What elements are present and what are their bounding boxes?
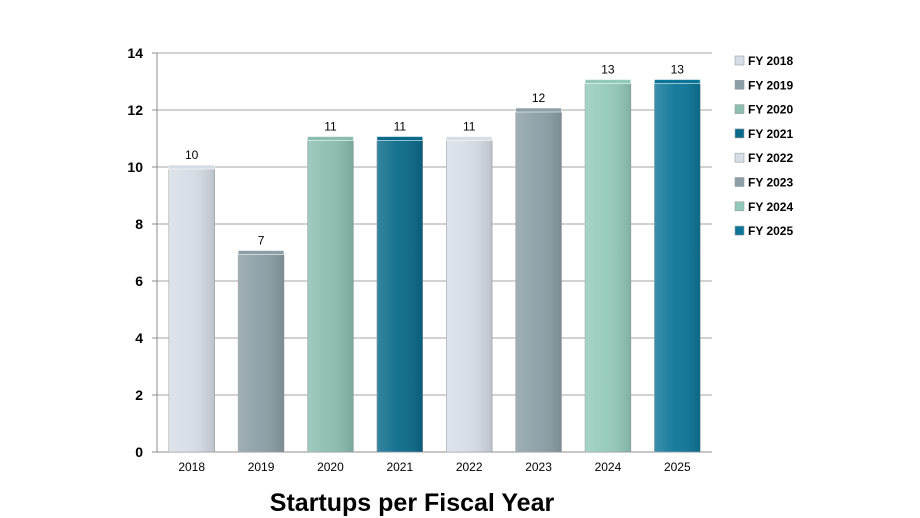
data-labels: 10 7 11 11 11 12 13 13	[185, 63, 684, 248]
x-tick-label-2019: 2019	[248, 460, 275, 474]
y-tick-label: 10	[127, 159, 143, 175]
data-label-2025: 13	[671, 63, 685, 77]
legend-swatch-2021	[734, 128, 745, 139]
x-tick-label-2022: 2022	[456, 460, 483, 474]
legend-swatch-2019	[734, 80, 745, 90]
legend-entry-2023: FY 2023	[748, 176, 793, 190]
y-tick-label: 14	[127, 45, 143, 61]
legend-swatch-2025	[734, 225, 745, 236]
legend-swatch-2020	[734, 104, 745, 114]
legend-swatch-2022	[734, 152, 745, 163]
legend-entry-2020: FY 2020	[748, 103, 793, 117]
legend-entry-2022: FY 2022	[748, 151, 793, 165]
y-tick-label: 6	[135, 273, 143, 289]
bar-cap-2022	[445, 136, 493, 141]
x-tick-label-2018: 2018	[178, 460, 205, 474]
legend-entry-2019: FY 2019	[748, 78, 793, 92]
bar-shade-2021	[376, 138, 423, 452]
legend-swatch-2018	[734, 55, 745, 66]
bar-cap-2025	[654, 79, 701, 84]
data-label-2021: 11	[394, 120, 407, 134]
bar-cap-2020	[307, 136, 354, 141]
x-tick-label-2021: 2021	[386, 460, 413, 474]
bar-cap-2023	[515, 107, 562, 113]
bars	[168, 79, 701, 453]
legend-swatch-2023	[734, 177, 745, 187]
bar-shade-2022	[446, 138, 493, 452]
y-tick-label: 12	[127, 102, 143, 118]
y-axis-ticks: 0 2 4 6 8 10 12 14	[127, 45, 157, 460]
data-label-2024: 13	[601, 63, 615, 77]
data-label-2020: 11	[324, 120, 337, 134]
data-label-2018: 10	[185, 148, 199, 162]
data-label-2019: 7	[258, 234, 265, 248]
y-tick-label: 0	[135, 444, 143, 460]
bar-shade-2025	[654, 81, 701, 452]
x-tick-label-2023: 2023	[525, 460, 552, 474]
legend-entry-2021: FY 2021	[748, 127, 793, 141]
x-tick-label-2025: 2025	[664, 460, 691, 474]
x-tick-label-2024: 2024	[595, 460, 622, 474]
legend-entry-2024: FY 2024	[748, 200, 793, 214]
legend: FY 2018 FY 2019 FY 2020 FY 2021 FY 2022 FY 20…	[734, 54, 793, 238]
legend-entry-2018: FY 2018	[748, 54, 793, 68]
bar-shade-2020	[307, 138, 354, 452]
bar-shade-2019	[238, 252, 284, 452]
chart-title: Startups per Fiscal Year	[270, 489, 555, 517]
bar-cap-2019	[237, 250, 285, 255]
y-tick-label: 8	[135, 216, 143, 232]
bar-shade-2023	[515, 110, 562, 452]
bar-cap-2021	[376, 136, 424, 141]
legend-entry-2025: FY 2025	[748, 224, 793, 238]
y-tick-label: 4	[135, 330, 143, 346]
x-axis-ticks: 2018 2019 2020 2021 2022 2023 2024 2025	[178, 460, 691, 474]
y-tick-label: 2	[135, 387, 143, 403]
x-tick-label-2020: 2020	[317, 460, 344, 474]
data-label-2023: 12	[532, 91, 546, 105]
bar-cap-2018	[168, 164, 215, 170]
bar-shade-2018	[168, 167, 215, 452]
bar-cap-2024	[584, 79, 632, 84]
data-label-2022: 11	[463, 120, 476, 134]
legend-swatch-2024	[734, 201, 745, 212]
bar-shade-2024	[585, 81, 631, 452]
